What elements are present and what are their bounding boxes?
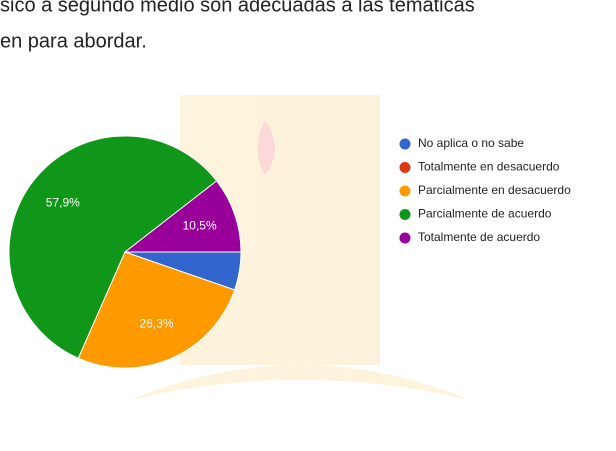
title-line: sico a segundo medio son adecuadas a las… xyxy=(0,0,475,16)
legend-label: Totalmente de acuerdo xyxy=(418,230,540,244)
pie-slice xyxy=(77,251,236,369)
pie-slice xyxy=(8,135,218,359)
legend-swatch xyxy=(399,162,411,173)
slice-label: 26,3% xyxy=(140,316,174,330)
legend-label: Parcialmente en desacuerdo xyxy=(418,183,571,197)
pie: 26,3% 57,9% 10,5% xyxy=(8,135,242,369)
legend-swatch xyxy=(399,138,411,150)
legend-label: No aplica o no sabe xyxy=(418,136,524,150)
legend-swatch xyxy=(399,232,411,244)
slice-label: 10,5% xyxy=(183,219,217,233)
legend-label: Parcialmente de acuerdo xyxy=(418,207,552,221)
slice-label: 57,9% xyxy=(46,196,80,210)
pie-slice xyxy=(123,180,242,253)
title-line: en para abordar. xyxy=(0,30,147,52)
legend-swatch xyxy=(399,209,411,220)
legend-label: Totalmente en desacuerdo xyxy=(418,160,560,174)
legend-swatch xyxy=(399,185,411,197)
legend: No aplica o no sabe Totalmente en desacue… xyxy=(399,136,571,244)
